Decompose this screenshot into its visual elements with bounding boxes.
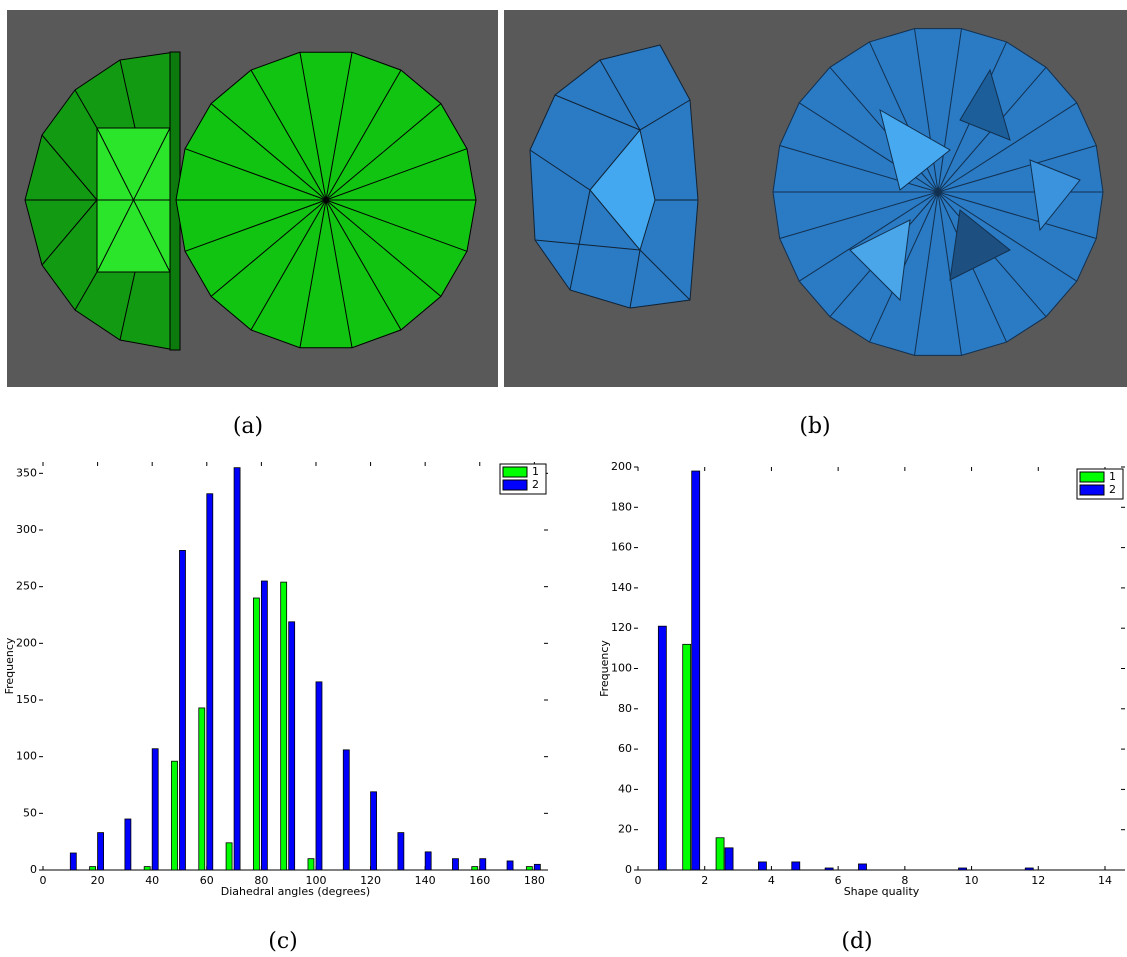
- y-tick-label: 140: [611, 581, 632, 594]
- legend-swatch: [1080, 485, 1104, 495]
- y-tick-label: 180: [611, 500, 632, 513]
- y-tick-label: 350: [16, 466, 37, 479]
- x-tick-label: 6: [835, 874, 842, 887]
- legend-swatch: [503, 480, 527, 490]
- bar: [858, 864, 866, 870]
- caption: (b): [799, 414, 830, 439]
- bar: [152, 749, 158, 870]
- bar: [281, 582, 287, 870]
- y-tick-label: 0: [30, 863, 37, 876]
- y-tick-label: 250: [16, 580, 37, 593]
- bar: [308, 859, 314, 870]
- bar: [507, 861, 513, 870]
- y-tick-label: 160: [611, 541, 632, 554]
- bar: [480, 859, 486, 870]
- bar: [716, 838, 724, 870]
- bar: [90, 867, 96, 870]
- y-tick-label: 20: [618, 823, 632, 836]
- x-tick-label: 12: [1031, 874, 1045, 887]
- bar: [425, 852, 431, 870]
- x-tick-label: 20: [91, 874, 105, 887]
- x-tick-label: 0: [40, 874, 47, 887]
- bar: [1025, 868, 1033, 870]
- legend-label: 1: [1109, 470, 1116, 483]
- y-tick-label: 40: [618, 782, 632, 795]
- bar: [289, 622, 295, 870]
- bar: [692, 471, 700, 870]
- x-tick-label: 160: [469, 874, 490, 887]
- caption: (d): [841, 929, 872, 954]
- bar: [825, 868, 833, 870]
- bar: [725, 848, 733, 870]
- bar: [792, 862, 800, 870]
- caption: (c): [268, 929, 298, 954]
- bar: [234, 468, 240, 870]
- bar: [371, 792, 377, 870]
- bar: [758, 862, 766, 870]
- bar: [452, 859, 458, 870]
- legend-swatch: [503, 467, 527, 477]
- x-tick-label: 40: [145, 874, 159, 887]
- y-tick-label: 300: [16, 523, 37, 536]
- caption: (a): [233, 414, 263, 439]
- y-tick-label: 60: [618, 742, 632, 755]
- y-axis-label: Frequency: [598, 640, 611, 697]
- x-axis-label: Diahedral angles (degrees): [221, 885, 370, 898]
- bar: [179, 550, 185, 870]
- x-tick-label: 10: [965, 874, 979, 887]
- y-axis-label: Frequency: [3, 637, 16, 694]
- y-tick-label: 200: [611, 460, 632, 473]
- legend-label: 2: [1109, 483, 1116, 496]
- legend-label: 1: [532, 465, 539, 478]
- bar: [207, 494, 213, 870]
- y-tick-label: 120: [611, 621, 632, 634]
- y-tick-label: 200: [16, 636, 37, 649]
- bar: [171, 761, 177, 870]
- x-tick-label: 180: [524, 874, 545, 887]
- bar: [343, 750, 349, 870]
- legend-swatch: [1080, 472, 1104, 482]
- y-tick-label: 150: [16, 693, 37, 706]
- bar: [316, 682, 322, 870]
- x-tick-label: 14: [1098, 874, 1112, 887]
- bar: [226, 843, 232, 870]
- green-disk: [176, 52, 476, 347]
- y-tick-label: 50: [23, 806, 37, 819]
- x-tick-label: 140: [415, 874, 436, 887]
- bar: [398, 833, 404, 870]
- page: {"captions": ["(a)", "(b)", "(c)", "(d)"…: [0, 0, 1127, 957]
- bar: [526, 867, 532, 870]
- y-tick-label: 80: [618, 702, 632, 715]
- bar: [98, 833, 104, 870]
- x-tick-label: 60: [200, 874, 214, 887]
- blue-disk: [773, 29, 1103, 356]
- bar: [199, 708, 205, 870]
- y-tick-label: 100: [16, 750, 37, 763]
- x-tick-label: 2: [701, 874, 708, 887]
- legend-label: 2: [532, 478, 539, 491]
- x-tick-label: 4: [768, 874, 775, 887]
- bar: [472, 867, 478, 870]
- y-tick-label: 0: [625, 863, 632, 876]
- x-tick-label: 0: [635, 874, 642, 887]
- x-axis-label: Shape quality: [844, 885, 920, 898]
- y-tick-label: 100: [611, 662, 632, 675]
- bar: [959, 868, 967, 870]
- bar: [534, 864, 540, 870]
- bar: [683, 644, 691, 870]
- bar: [253, 598, 259, 870]
- bar: [125, 819, 131, 870]
- bar: [144, 867, 150, 870]
- figure: (a) (b) (c) (d) 050100150200250300350020…: [0, 0, 1127, 957]
- bar: [658, 626, 666, 870]
- bar: [70, 853, 76, 870]
- bar: [261, 581, 267, 870]
